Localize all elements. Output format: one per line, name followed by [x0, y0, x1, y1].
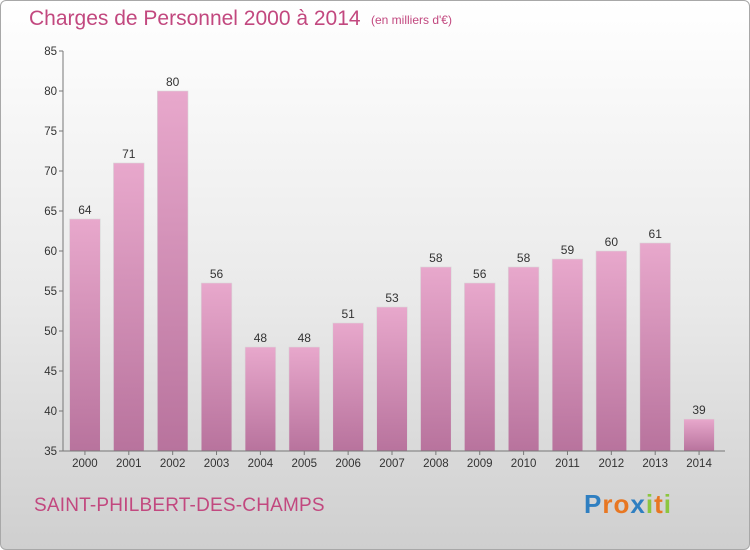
value-label-2007: 53: [385, 291, 399, 305]
value-label-2004: 48: [254, 331, 268, 345]
x-tick-label-2006: 2006: [335, 458, 361, 470]
y-tick-label: 40: [44, 406, 57, 418]
value-label-2001: 71: [122, 147, 136, 161]
bar-2004: [244, 346, 277, 452]
value-label-2002: 80: [166, 75, 180, 89]
x-tick-label-2010: 2010: [511, 458, 537, 470]
y-tick-label: 45: [44, 366, 57, 378]
commune-name: SAINT-PHILBERT-DES-CHAMPS: [34, 495, 325, 516]
logo-letter: o: [613, 489, 631, 519]
bar-2001: [113, 162, 145, 452]
logo-letter: r: [602, 489, 614, 519]
value-label-2013: 61: [649, 227, 663, 241]
value-label-2011: 59: [561, 243, 575, 257]
proxiti-logo[interactable]: Proxiti: [584, 489, 672, 520]
bar-2009: [464, 282, 496, 452]
y-tick-label: 75: [44, 126, 57, 138]
bars-group: 64 71 80 56 48 48 51 53 58 56 58 59 60 61 39: [69, 75, 715, 452]
y-axis: 35 40 45 50 55 60 65 70 75 80 85: [44, 46, 64, 458]
x-tick-label-2007: 2007: [379, 458, 405, 470]
bar-2008: [420, 266, 452, 452]
bar-2010: [507, 266, 540, 452]
unit-note: (en milliers d'€): [371, 13, 452, 27]
x-tick-label-2004: 2004: [248, 458, 274, 470]
value-label-2008: 58: [429, 251, 443, 265]
value-label-2014: 39: [692, 403, 706, 417]
bar-2006: [332, 322, 364, 452]
x-tick-label-2013: 2013: [642, 458, 668, 470]
y-tick-label: 60: [44, 246, 57, 258]
bar-2014: [683, 418, 715, 452]
bar-2002: [157, 90, 189, 452]
y-tick-label: 80: [44, 86, 57, 98]
y-tick-label: 70: [44, 166, 57, 178]
value-label-2006: 51: [341, 307, 355, 321]
logo-letter: i: [663, 489, 672, 519]
y-tick-label: 50: [44, 326, 57, 338]
value-label-2005: 48: [298, 331, 312, 345]
x-tick-label-2003: 2003: [204, 458, 230, 470]
value-label-2009: 56: [473, 267, 487, 281]
logo-letter: i: [645, 489, 655, 519]
bar-2000: [69, 218, 101, 452]
x-tick-label-2005: 2005: [291, 458, 317, 470]
y-tick-label: 55: [44, 286, 57, 298]
bar-2005: [288, 346, 320, 452]
y-tick-label: 35: [44, 446, 57, 458]
y-tick-label: 85: [44, 46, 57, 58]
x-tick-label-2009: 2009: [467, 458, 493, 470]
logo-letter: x: [630, 489, 646, 519]
bar-2007: [376, 306, 408, 452]
x-tick-label-2008: 2008: [423, 458, 449, 470]
bar-2011: [551, 258, 584, 452]
bar-2012: [595, 250, 627, 452]
x-tick-label-2012: 2012: [599, 458, 625, 470]
logo-letter: P: [584, 489, 603, 519]
value-label-2003: 56: [210, 267, 224, 281]
x-tick-label-2000: 2000: [72, 458, 98, 470]
bar-2003: [200, 282, 233, 452]
x-axis: 2000 2001 2002 2003 2004 2005 2006 2007 2008 2009…: [63, 450, 725, 470]
x-tick-label-2014: 2014: [686, 458, 712, 470]
bar-2013: [639, 242, 671, 452]
y-tick-label: 65: [44, 206, 57, 218]
value-label-2010: 58: [517, 251, 531, 265]
logo-letter: t: [654, 489, 664, 519]
chart-title: Charges de Personnel 2000 à 2014: [29, 7, 361, 30]
x-tick-label-2002: 2002: [160, 458, 186, 470]
x-tick-label-2001: 2001: [116, 458, 142, 470]
value-label-2000: 64: [78, 203, 92, 217]
value-label-2012: 60: [605, 235, 619, 249]
x-tick-label-2011: 2011: [555, 458, 580, 470]
